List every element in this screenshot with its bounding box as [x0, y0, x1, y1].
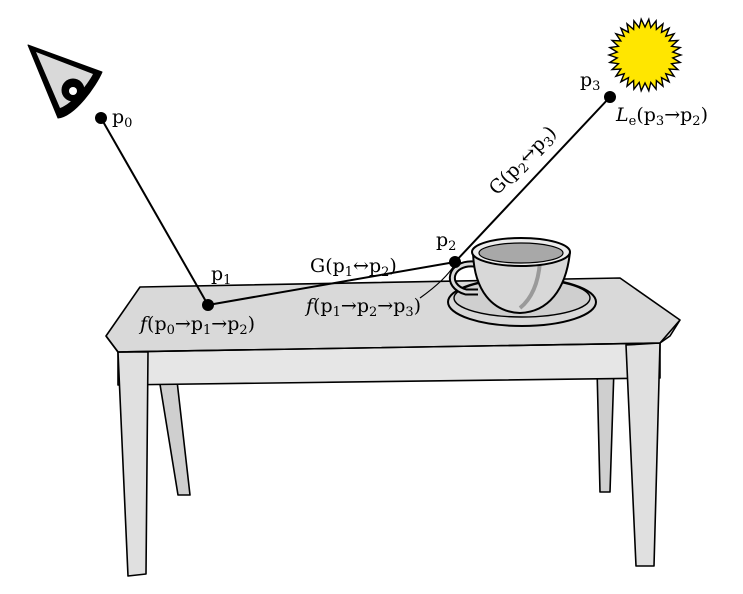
cup-bowl — [472, 251, 571, 314]
teacup-icon — [447, 237, 597, 327]
sun-icon — [606, 17, 684, 93]
cup-highlight — [518, 261, 542, 310]
eye-pupil-glint — [69, 87, 77, 95]
cup-interior — [478, 242, 564, 264]
eye-white — [36, 52, 93, 108]
segment-p2-p3 — [454, 96, 611, 263]
table-leg-back-left — [157, 371, 191, 496]
label-p3: p3 — [580, 69, 600, 94]
label-f-p1-p2-p3: f(p1→p2→p3) — [304, 295, 421, 320]
vertex-p3 — [604, 91, 616, 103]
vertices — [95, 91, 616, 311]
eye-icon — [27, 44, 103, 119]
vertex-p0 — [95, 112, 107, 124]
label-p2: p2 — [436, 229, 456, 254]
cup-handle-fill — [450, 262, 478, 294]
table-leg-back-right — [596, 367, 615, 493]
label-g-p1-p2: G(p1↔p2) — [310, 255, 397, 280]
light-path — [100, 96, 611, 306]
segment-p1-p2 — [207, 261, 456, 306]
vertex-p2 — [449, 256, 461, 268]
label-p1: p1 — [211, 263, 231, 288]
label-p0: p0 — [112, 106, 132, 131]
vertex-p1 — [202, 299, 214, 311]
sun-shape — [606, 17, 684, 93]
table-leg-front-left — [117, 351, 149, 577]
segment-p0-p1 — [100, 117, 209, 306]
table-leg-front-right — [625, 342, 661, 567]
label-f-p0-p1-p2: f(p0→p1→p2) — [138, 313, 255, 338]
table-top-edge — [105, 319, 681, 353]
label-le-p3-p2: Le(p3→p2) — [615, 104, 708, 129]
